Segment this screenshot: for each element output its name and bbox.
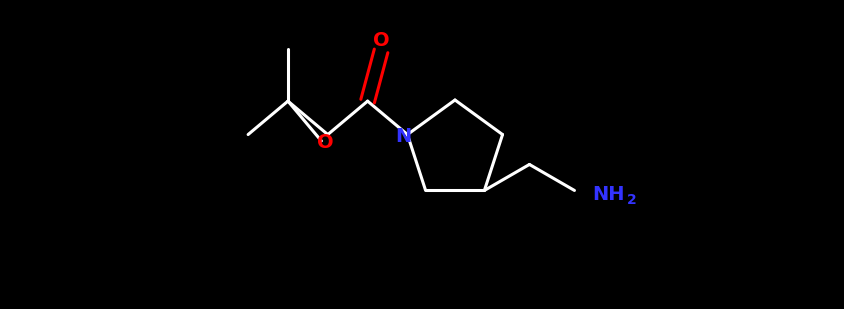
Text: 2: 2 [625, 193, 636, 207]
Text: O: O [317, 133, 333, 152]
Text: O: O [372, 32, 389, 50]
Text: NH: NH [592, 185, 625, 204]
Text: N: N [395, 127, 411, 146]
